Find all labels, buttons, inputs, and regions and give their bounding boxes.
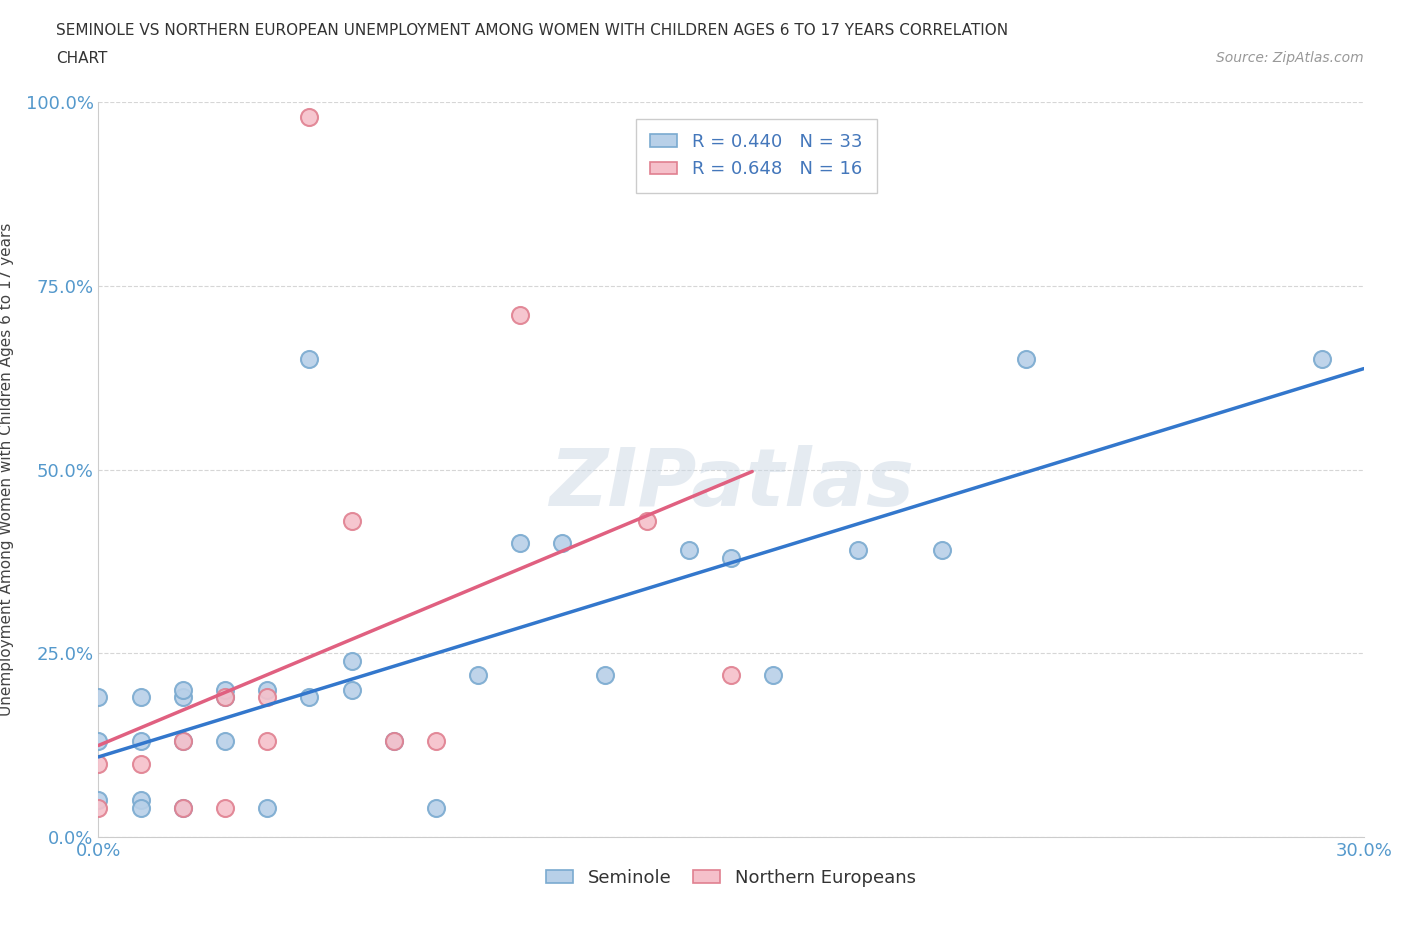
Point xyxy=(87,756,110,771)
Point xyxy=(87,734,110,749)
Point xyxy=(129,734,152,749)
Point xyxy=(129,800,152,815)
Y-axis label: Unemployment Among Women with Children Ages 6 to 17 years: Unemployment Among Women with Children A… xyxy=(0,223,14,716)
Point xyxy=(129,690,152,705)
Point xyxy=(467,668,489,683)
Point xyxy=(87,690,110,705)
Point xyxy=(214,690,236,705)
Point xyxy=(340,653,363,668)
Point xyxy=(214,690,236,705)
Text: SEMINOLE VS NORTHERN EUROPEAN UNEMPLOYMENT AMONG WOMEN WITH CHILDREN AGES 6 TO 1: SEMINOLE VS NORTHERN EUROPEAN UNEMPLOYME… xyxy=(56,23,1008,38)
Point xyxy=(172,800,194,815)
Point xyxy=(636,513,658,528)
Text: ZIPatlas: ZIPatlas xyxy=(548,445,914,524)
Point xyxy=(551,536,574,551)
Point xyxy=(425,800,447,815)
Point xyxy=(298,110,321,125)
Point xyxy=(298,352,321,367)
Point xyxy=(214,683,236,698)
Point xyxy=(720,668,742,683)
Point xyxy=(678,543,700,558)
Text: CHART: CHART xyxy=(56,51,108,66)
Point xyxy=(298,690,321,705)
Point xyxy=(846,543,869,558)
Point xyxy=(425,734,447,749)
Point xyxy=(256,683,278,698)
Point xyxy=(129,792,152,807)
Point xyxy=(509,308,531,323)
Point xyxy=(1015,352,1038,367)
Point xyxy=(509,536,531,551)
Point xyxy=(340,683,363,698)
Point xyxy=(340,513,363,528)
Point xyxy=(382,734,405,749)
Point xyxy=(762,668,785,683)
Point xyxy=(1310,352,1333,367)
Point xyxy=(256,800,278,815)
Text: Source: ZipAtlas.com: Source: ZipAtlas.com xyxy=(1216,51,1364,65)
Point xyxy=(256,734,278,749)
Point xyxy=(214,734,236,749)
Point xyxy=(720,551,742,565)
Point xyxy=(172,800,194,815)
Point xyxy=(172,734,194,749)
Point xyxy=(129,756,152,771)
Point xyxy=(87,800,110,815)
Point xyxy=(931,543,953,558)
Point xyxy=(214,800,236,815)
Point xyxy=(593,668,616,683)
Point xyxy=(256,690,278,705)
Point xyxy=(172,734,194,749)
Legend: Seminole, Northern Europeans: Seminole, Northern Europeans xyxy=(538,862,924,894)
Point xyxy=(87,792,110,807)
Point xyxy=(172,690,194,705)
Point xyxy=(382,734,405,749)
Point xyxy=(172,683,194,698)
